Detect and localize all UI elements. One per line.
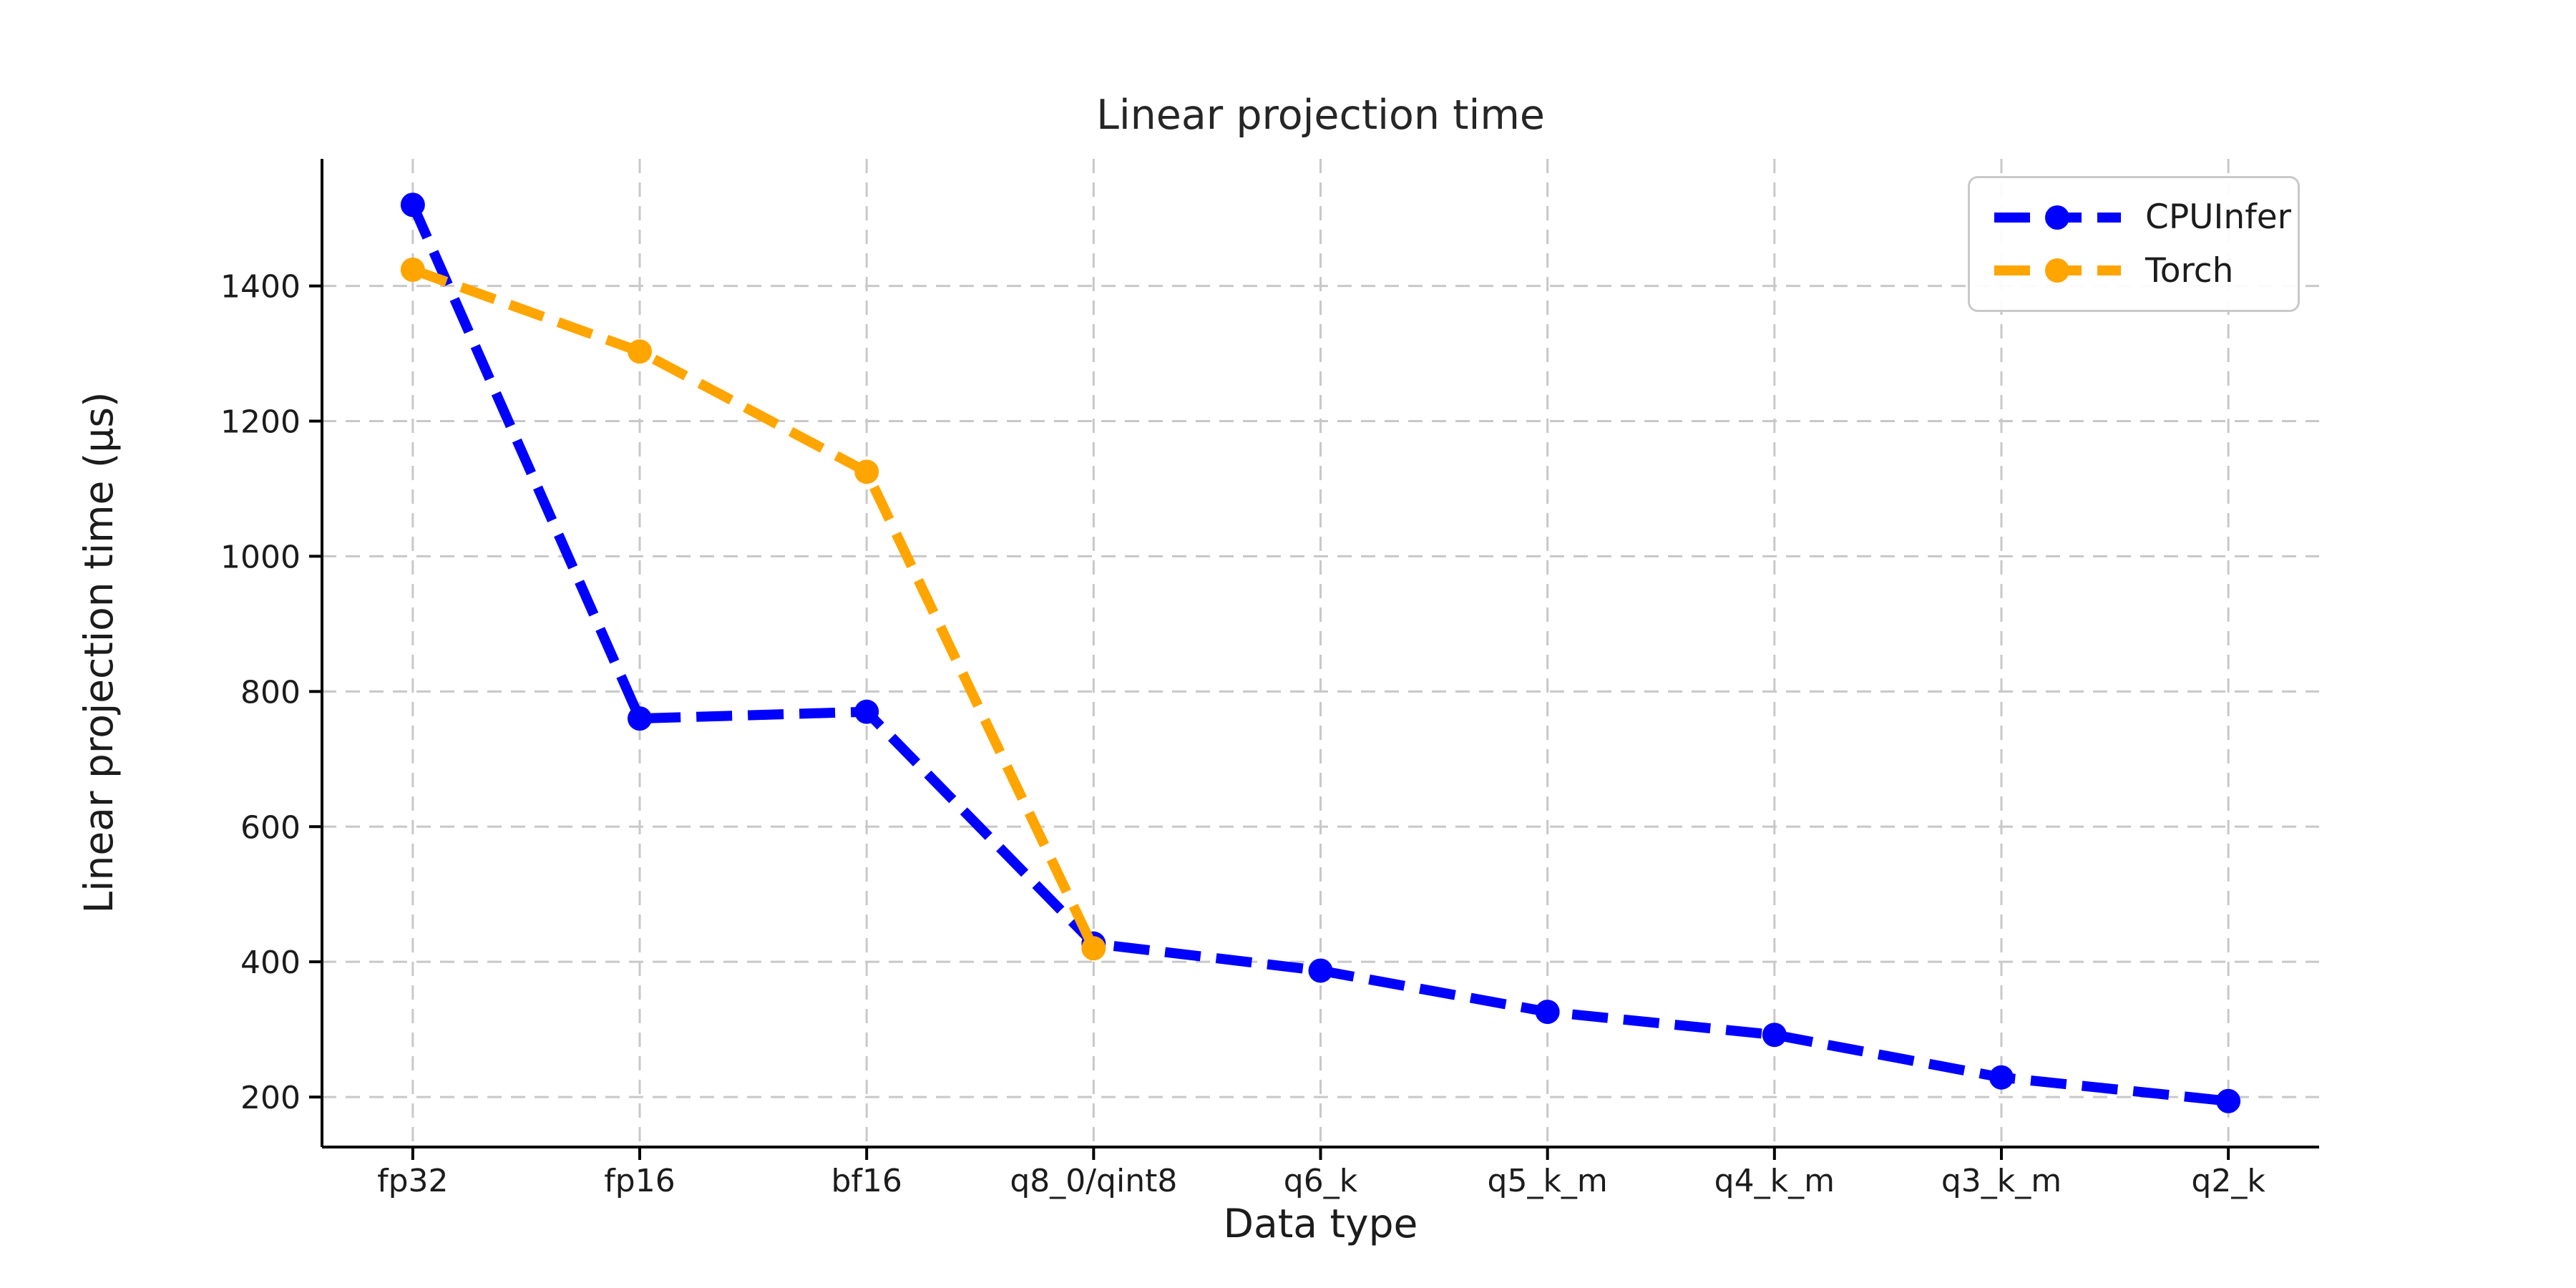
legend-label: CPUInfer — [2145, 197, 2291, 238]
legend: CPUInfer Torch — [1968, 176, 2300, 312]
y-tick-label: 1400 — [220, 269, 301, 306]
x-tick-label: q8_0/qint8 — [1010, 1163, 1177, 1199]
data-point-cpuinfer — [854, 699, 879, 724]
y-tick-label: 600 — [240, 809, 301, 846]
data-point-cpuinfer — [1762, 1023, 1787, 1048]
chart-title: Linear projection time — [1096, 92, 1545, 139]
x-tick-label: fp32 — [377, 1163, 448, 1199]
x-tick-label: q3_k_m — [1941, 1163, 2062, 1199]
data-point-torch — [628, 339, 653, 364]
legend-item-cpuinfer: CPUInfer — [1991, 200, 2298, 234]
x-tick-label: q2_k — [2191, 1163, 2265, 1199]
legend-label: Torch — [2145, 250, 2234, 291]
data-point-cpuinfer — [1989, 1065, 2014, 1090]
x-tick-label: bf16 — [831, 1163, 902, 1199]
legend-line-sample-icon — [1994, 258, 2121, 283]
data-point-cpuinfer — [1535, 1000, 1560, 1025]
data-point-cpuinfer — [2216, 1088, 2241, 1113]
data-point-cpuinfer — [628, 706, 653, 731]
data-point-torch — [854, 459, 879, 484]
legend-line-sample-icon — [1994, 205, 2121, 230]
y-axis-title: Linear projection time (μs) — [76, 391, 122, 914]
x-tick-label: q5_k_m — [1488, 1163, 1608, 1199]
x-tick-label: q6_k — [1284, 1163, 1358, 1199]
legend-item-torch: Torch — [1991, 254, 2298, 288]
x-axis-title: Data type — [1223, 1201, 1418, 1246]
data-point-cpuinfer — [1308, 958, 1333, 983]
series-line-torch — [411, 265, 1098, 951]
x-tick-label: q4_k_m — [1714, 1163, 1835, 1199]
x-tick-label: fp16 — [604, 1163, 675, 1199]
y-tick-label: 400 — [240, 945, 301, 981]
y-tick-label: 800 — [240, 674, 301, 711]
data-point-torch — [400, 257, 425, 282]
y-tick-label: 1000 — [220, 539, 301, 575]
y-tick-label: 1200 — [220, 404, 301, 441]
data-point-cpuinfer — [400, 192, 425, 218]
data-point-torch — [1081, 936, 1106, 961]
y-tick-label: 200 — [240, 1080, 301, 1116]
